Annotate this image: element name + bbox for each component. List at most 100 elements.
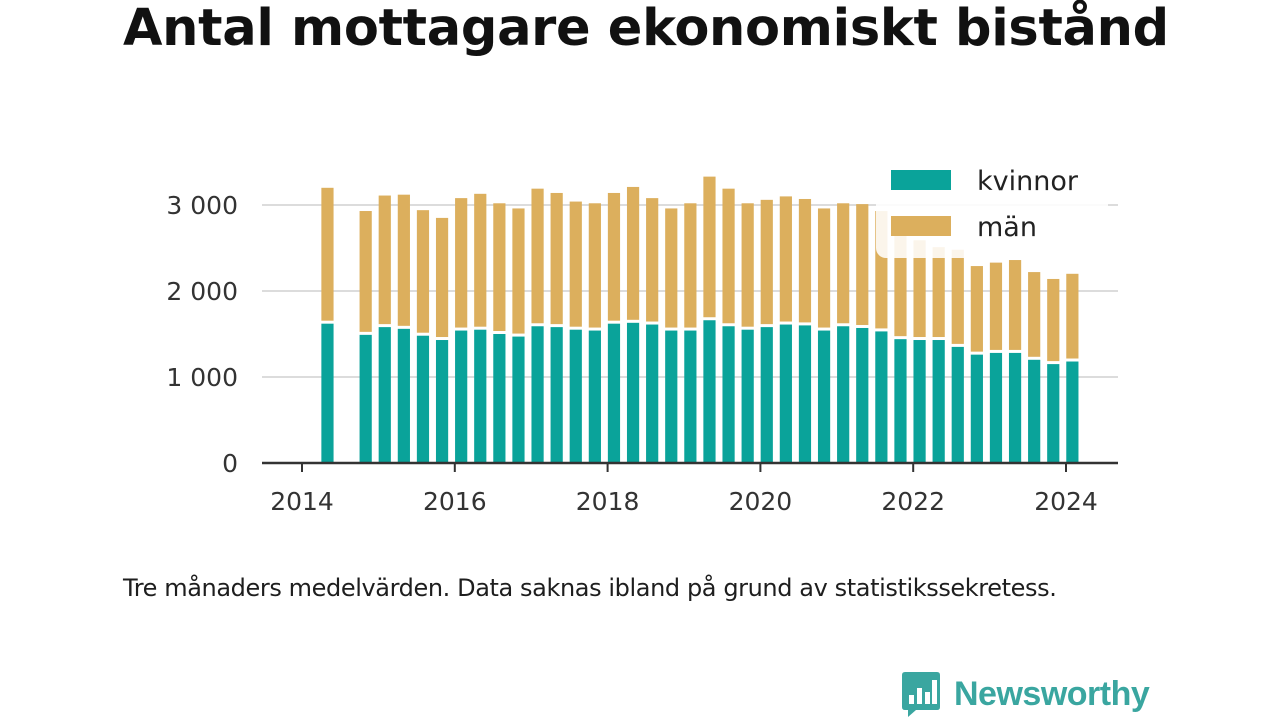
bar-kvinnor — [607, 323, 621, 463]
bar-man — [798, 198, 812, 323]
x-tick-label: 2016 — [423, 487, 487, 516]
bar-kvinnor — [913, 340, 926, 463]
bar-kvinnor — [760, 327, 773, 463]
bar-kvinnor — [397, 328, 410, 463]
bar-man — [378, 195, 391, 325]
bar-man — [512, 208, 525, 334]
x-axis: 2014 2016 2018 2020 2022 2024 — [262, 461, 1118, 516]
x-tick-label: 2022 — [881, 487, 945, 516]
bar-man — [1028, 272, 1041, 357]
bar-kvinnor — [875, 331, 888, 463]
newsworthy-chart-icon — [902, 672, 940, 717]
bar-kvinnor — [493, 334, 506, 463]
bar-kvinnor — [531, 326, 544, 463]
brand-name: Newsworthy — [954, 674, 1150, 713]
chart-caption: Tre månaders medelvärden. Data saknas ib… — [123, 574, 1057, 602]
bar-kvinnor — [455, 330, 468, 463]
bar-kvinnor — [646, 324, 659, 463]
bar-man — [435, 217, 449, 338]
bar-man — [856, 204, 869, 325]
bar-kvinnor — [970, 354, 983, 463]
bar-kvinnor — [626, 322, 640, 463]
x-tick-label: 2014 — [270, 487, 334, 516]
bar-kvinnor — [1066, 361, 1079, 463]
bar-man — [646, 198, 659, 322]
bar-man — [607, 192, 621, 321]
x-tick-label: 2020 — [729, 487, 793, 516]
bar-man — [531, 188, 544, 324]
bar-man — [359, 211, 372, 332]
bar-man — [493, 203, 506, 331]
bar-kvinnor — [359, 334, 372, 463]
bar-man — [455, 198, 468, 328]
bar-man — [894, 234, 907, 337]
bar-kvinnor — [416, 335, 430, 463]
bar-man — [722, 188, 735, 324]
bar-man — [817, 208, 831, 328]
bar-kvinnor — [703, 320, 716, 463]
bar-kvinnor — [741, 329, 754, 463]
bar-man — [970, 266, 983, 352]
y-axis-labels: 0 1 000 2 000 3 000 — [166, 191, 238, 478]
bar-man — [913, 240, 926, 338]
bar-man — [416, 210, 430, 333]
bar-kvinnor — [989, 352, 1003, 463]
bar-kvinnor — [894, 339, 907, 463]
bar-kvinnor — [378, 327, 391, 463]
legend-label-man: män — [977, 212, 1037, 243]
bar-man — [741, 203, 754, 327]
legend-swatch-man — [891, 216, 951, 236]
y-tick-label: 1 000 — [166, 363, 238, 392]
x-tick-label: 2024 — [1034, 487, 1098, 516]
legend: kvinnor män — [876, 158, 1108, 258]
y-tick-label: 0 — [222, 449, 238, 478]
bar-man — [397, 194, 410, 326]
bar-man — [665, 208, 678, 328]
bar-man — [626, 186, 640, 320]
bar-kvinnor — [588, 330, 601, 463]
bar-kvinnor — [569, 329, 582, 463]
bar-man — [588, 203, 601, 328]
bar-man — [1008, 260, 1022, 350]
bar-man — [684, 203, 697, 328]
bar-kvinnor — [684, 330, 697, 463]
bar-kvinnor — [435, 340, 449, 463]
y-tick-label: 3 000 — [166, 191, 238, 220]
bar-man — [779, 196, 792, 322]
bar-man — [932, 247, 945, 338]
bar-kvinnor — [550, 327, 563, 463]
legend-label-kvinnor: kvinnor — [977, 166, 1079, 197]
bar-man — [474, 193, 487, 327]
bar-kvinnor — [856, 327, 869, 463]
bar-man — [951, 249, 964, 344]
bar-man — [989, 262, 1003, 350]
bar-kvinnor — [1028, 359, 1041, 463]
bar-kvinnor — [932, 340, 945, 463]
bar-kvinnor — [779, 324, 792, 463]
bar-man — [1047, 278, 1060, 362]
bar-man — [760, 199, 773, 325]
bar-kvinnor — [837, 326, 850, 463]
bar-kvinnor — [512, 336, 525, 463]
y-tick-label: 2 000 — [166, 277, 238, 306]
bar-kvinnor — [798, 325, 812, 463]
bar-man — [550, 192, 563, 325]
bar-man — [569, 201, 582, 327]
bar-kvinnor — [1047, 364, 1060, 463]
bar-man — [703, 176, 716, 318]
bar-kvinnor — [665, 330, 678, 463]
newsworthy-logo: Newsworthy — [900, 670, 1150, 718]
bars — [321, 176, 1079, 463]
bar-man — [837, 203, 850, 324]
bar-man — [321, 187, 334, 321]
bar-kvinnor — [951, 346, 964, 463]
x-tick-label: 2018 — [576, 487, 640, 516]
bar-kvinnor — [817, 330, 831, 463]
bar-kvinnor — [1008, 352, 1022, 463]
stacked-bar-chart: 0 1 000 2 000 3 000 2014 2016 2018 2020 2022 202… — [166, 158, 1118, 516]
bar-kvinnor — [722, 326, 735, 463]
bar-kvinnor — [474, 329, 487, 463]
bar-kvinnor — [321, 323, 334, 463]
bar-man — [1066, 273, 1079, 359]
chart-title: Antal mottagare ekonomiskt bistånd — [123, 0, 1169, 58]
